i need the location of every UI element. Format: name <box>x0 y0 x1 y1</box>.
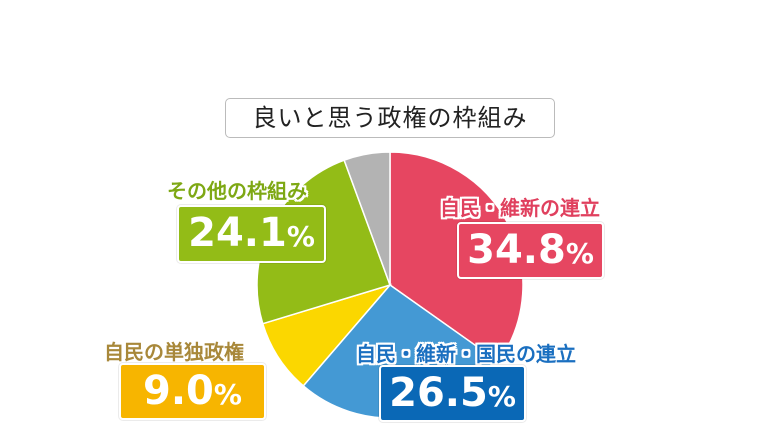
percent-sign: % <box>487 380 516 413</box>
label-ldp-ishin: 自民・維新の連立 <box>440 196 600 220</box>
label-ldp-ishin-dpp: 自民・維新・国民の連立 <box>356 342 576 366</box>
value-box-other: 24.1% <box>177 205 326 263</box>
label-other: その他の枠組み <box>167 179 307 203</box>
pie-slice-4 <box>343 151 391 286</box>
percent-sign: % <box>286 220 315 253</box>
value-box-ldp-alone: 9.0% <box>119 363 266 420</box>
value-ldp-ishin-dpp: 26.5 <box>389 370 488 416</box>
value-ldp-alone: 9.0 <box>143 368 214 414</box>
value-box-ldp-ishin: 34.8% <box>457 222 604 279</box>
value-other: 24.1 <box>188 210 287 256</box>
percent-sign: % <box>565 237 594 270</box>
percent-sign: % <box>213 378 242 411</box>
value-box-ldp-ishin-dpp: 26.5% <box>379 365 526 422</box>
value-ldp-ishin: 34.8 <box>467 227 566 273</box>
chart-title: 良いと思う政権の枠組み <box>225 98 555 138</box>
label-ldp-alone: 自民の単独政権 <box>104 340 244 364</box>
